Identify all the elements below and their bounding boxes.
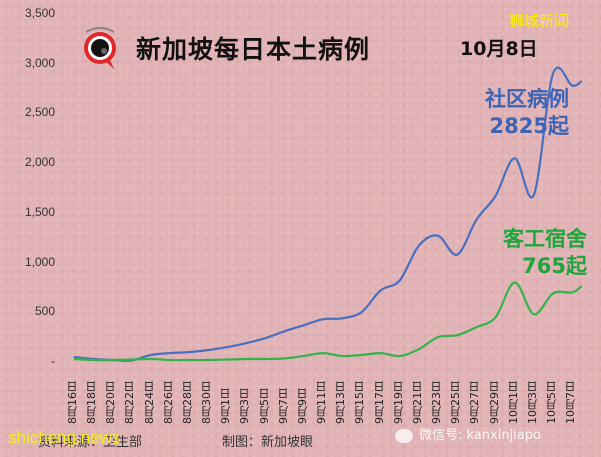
x-tick-label: 9月19日: [391, 381, 405, 424]
brand-watermark: 狮城新闻: [509, 12, 570, 30]
dorm-series-value: 765起: [522, 254, 587, 278]
x-tick-label: 8月22日: [123, 381, 137, 424]
x-tick-label: 8月16日: [66, 381, 79, 424]
chart-date: 10月8日: [460, 38, 538, 60]
x-tick-label: 9月7日: [276, 388, 290, 424]
x-tick-label: 9月11日: [315, 381, 329, 424]
x-tick-label: 9月9日: [295, 388, 309, 424]
x-tick-label: 9月25日: [449, 381, 463, 424]
x-tick-label: 8月28日: [180, 381, 194, 424]
shicheng-watermark: shicheng.news: [8, 428, 121, 447]
x-tick-label: 8月26日: [161, 381, 175, 424]
community-cases-line: [73, 66, 583, 362]
wechat-watermark: 微信号: kanxinjiapo: [395, 424, 541, 443]
y-tick-label: 1,000: [24, 254, 55, 269]
dorm-cases-line: [73, 281, 583, 362]
x-tick-label: 8月18日: [85, 381, 99, 424]
x-tick-label: 9月13日: [334, 381, 348, 424]
chart-credit: 制图：新加坡眼: [222, 435, 314, 450]
x-tick-label: 9月3日: [238, 388, 252, 424]
x-tick-label: 10月5日: [545, 381, 558, 424]
wechat-id: 微信号: kanxinjiapo: [419, 428, 541, 443]
x-tick-label: 10月1日: [506, 381, 520, 424]
wechat-icon: [395, 428, 413, 443]
x-tick-label: 9月27日: [468, 381, 482, 424]
x-tick-label: 8月24日: [142, 381, 156, 424]
x-tick-label: 9月21日: [410, 381, 424, 424]
x-tick-label: 10月3日: [525, 381, 539, 424]
y-tick-label: 2,500: [24, 105, 55, 120]
x-tick-label: 9月1日: [219, 388, 233, 424]
community-cases-annotation: 社区病例 2825起: [485, 86, 569, 140]
y-tick-label: 2,000: [24, 155, 55, 170]
chart-title: 新加坡每日本土病例: [136, 35, 371, 64]
y-tick-label: 3,000: [24, 55, 55, 70]
community-series-name: 社区病例: [485, 87, 569, 111]
x-tick-label: 9月17日: [372, 381, 386, 424]
data-source: 资料来源：卫生部: [38, 435, 143, 450]
x-tick-label: 9月29日: [487, 381, 501, 424]
y-tick-label: -: [51, 354, 55, 368]
xinjiapoyan-logo-icon: [84, 27, 116, 69]
y-tick-label: 3,500: [24, 6, 55, 20]
x-tick-label: 9月23日: [430, 381, 444, 424]
x-tick-label: 8月20日: [104, 381, 118, 424]
dorm-cases-annotation: 客工宿舍 765起: [503, 226, 587, 280]
x-tick-label: 9月5日: [257, 388, 271, 424]
y-tick-label: 500: [34, 304, 55, 319]
x-tick-label: 10月7日: [564, 381, 578, 424]
community-series-value: 2825起: [489, 114, 569, 138]
x-tick-label: 9月15日: [353, 381, 367, 424]
y-tick-label: 1,500: [24, 204, 55, 219]
x-tick-label: 8月30日: [200, 381, 214, 424]
dorm-series-name: 客工宿舍: [503, 227, 587, 251]
